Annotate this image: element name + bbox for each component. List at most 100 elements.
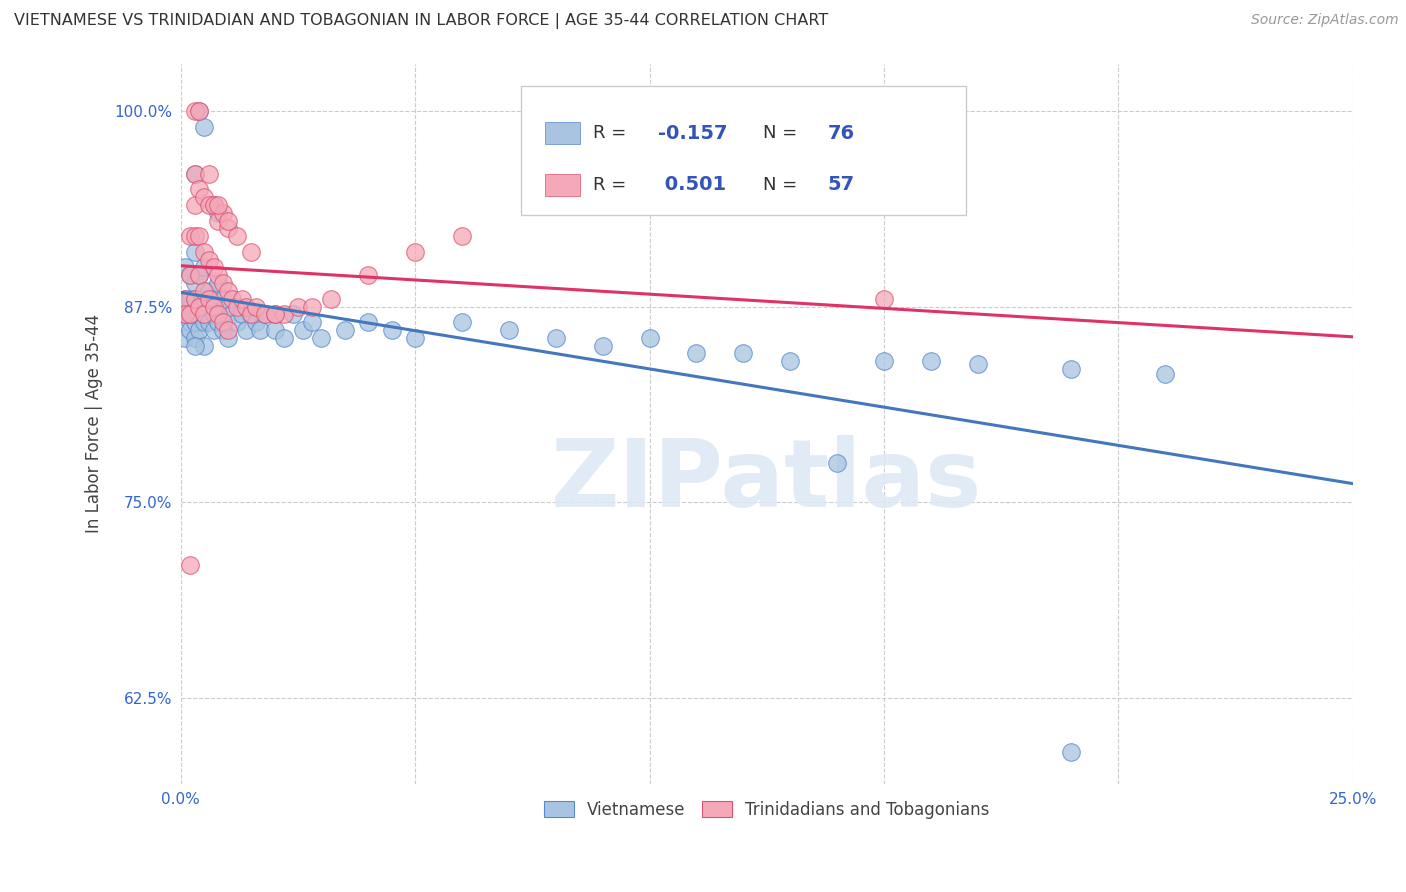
Point (287, 300, 309, 314)
Point (451, 229, 474, 244)
Text: N =: N = (763, 176, 803, 194)
Point (311, 331, 333, 345)
Text: -0.157: -0.157 (658, 124, 727, 143)
Point (184, 244, 207, 259)
Point (212, 276, 235, 290)
Point (301, 315, 323, 329)
FancyBboxPatch shape (546, 122, 581, 144)
Point (193, 307, 215, 321)
Point (179, 300, 201, 314)
Point (235, 300, 257, 314)
Point (301, 300, 323, 314)
Point (184, 339, 207, 353)
Point (873, 292, 896, 306)
Point (273, 331, 295, 345)
Text: R =: R = (593, 176, 633, 194)
Point (207, 276, 229, 290)
Point (685, 346, 707, 360)
Point (273, 307, 295, 321)
Point (263, 307, 285, 321)
Point (404, 331, 426, 345)
Point (188, 307, 211, 321)
Point (184, 292, 207, 306)
Point (226, 315, 249, 329)
Point (212, 315, 235, 329)
Point (188, 300, 211, 314)
Point (174, 260, 197, 275)
Text: VIETNAMESE VS TRINIDADIAN AND TOBAGONIAN IN LABOR FORCE | AGE 35-44 CORRELATION : VIETNAMESE VS TRINIDADIAN AND TOBAGONIAN… (14, 13, 828, 29)
Point (193, 120, 215, 134)
Point (193, 307, 215, 321)
Point (231, 307, 253, 321)
Point (202, 198, 225, 212)
Point (193, 339, 215, 353)
Point (283, 307, 305, 321)
Point (544, 331, 567, 345)
Point (207, 205, 229, 219)
Point (240, 244, 263, 259)
Point (207, 315, 229, 329)
Point (254, 307, 277, 321)
Point (263, 307, 285, 321)
Point (184, 167, 207, 181)
Point (198, 284, 221, 298)
Point (193, 315, 215, 329)
Point (179, 229, 201, 244)
Point (212, 292, 235, 306)
FancyBboxPatch shape (546, 174, 581, 195)
Point (226, 300, 249, 314)
Point (207, 213, 229, 227)
Point (245, 315, 267, 329)
Point (188, 229, 211, 244)
Point (193, 284, 215, 298)
Point (1060, 362, 1083, 376)
Point (188, 323, 211, 337)
Point (873, 354, 896, 368)
Point (188, 268, 211, 283)
Point (207, 268, 229, 283)
Point (404, 244, 426, 259)
Point (202, 300, 225, 314)
Point (179, 307, 201, 321)
Point (207, 307, 229, 321)
Point (188, 103, 211, 118)
FancyBboxPatch shape (520, 86, 966, 215)
Point (179, 307, 201, 321)
Point (174, 331, 197, 345)
Point (333, 323, 356, 337)
Point (174, 292, 197, 306)
Text: 76: 76 (828, 124, 855, 143)
Point (319, 292, 342, 306)
Point (198, 198, 221, 212)
Point (357, 268, 380, 283)
Point (291, 323, 314, 337)
Point (184, 167, 207, 181)
Legend: Vietnamese, Trinidadians and Tobagonians: Vietnamese, Trinidadians and Tobagonians (537, 795, 997, 826)
Point (263, 323, 285, 337)
Point (966, 358, 988, 372)
Point (217, 331, 239, 345)
Text: Source: ZipAtlas.com: Source: ZipAtlas.com (1251, 13, 1399, 28)
Point (221, 292, 243, 306)
Text: ZIPatlas: ZIPatlas (551, 435, 983, 527)
Point (184, 198, 207, 212)
Point (217, 323, 239, 337)
Point (188, 103, 211, 118)
Point (217, 300, 239, 314)
Point (198, 252, 221, 267)
Point (174, 307, 197, 321)
Point (202, 307, 225, 321)
Point (217, 284, 239, 298)
Point (184, 229, 207, 244)
Point (184, 315, 207, 329)
Point (202, 292, 225, 306)
Point (207, 198, 229, 212)
Text: N =: N = (763, 124, 803, 142)
Point (188, 268, 211, 283)
Point (198, 167, 221, 181)
Point (179, 315, 201, 329)
Point (920, 354, 942, 368)
Point (198, 315, 221, 329)
Point (202, 323, 225, 337)
Point (193, 260, 215, 275)
